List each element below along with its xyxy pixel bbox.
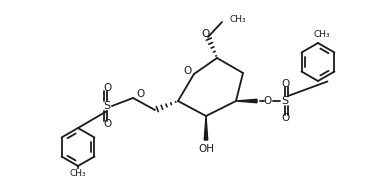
Text: O: O — [281, 79, 289, 89]
Text: S: S — [103, 101, 110, 111]
Text: CH₃: CH₃ — [229, 15, 246, 24]
Text: S: S — [282, 96, 289, 106]
Text: O: O — [103, 83, 111, 93]
Text: O: O — [281, 113, 289, 123]
Text: O: O — [103, 119, 111, 129]
Text: O: O — [136, 89, 144, 99]
Text: CH₃: CH₃ — [314, 30, 330, 38]
Text: O: O — [202, 29, 210, 39]
Text: OH: OH — [198, 144, 214, 154]
Text: CH₃: CH₃ — [70, 170, 86, 179]
Text: O: O — [263, 96, 271, 106]
Polygon shape — [204, 116, 208, 140]
Text: O: O — [184, 66, 192, 76]
Polygon shape — [236, 99, 257, 103]
